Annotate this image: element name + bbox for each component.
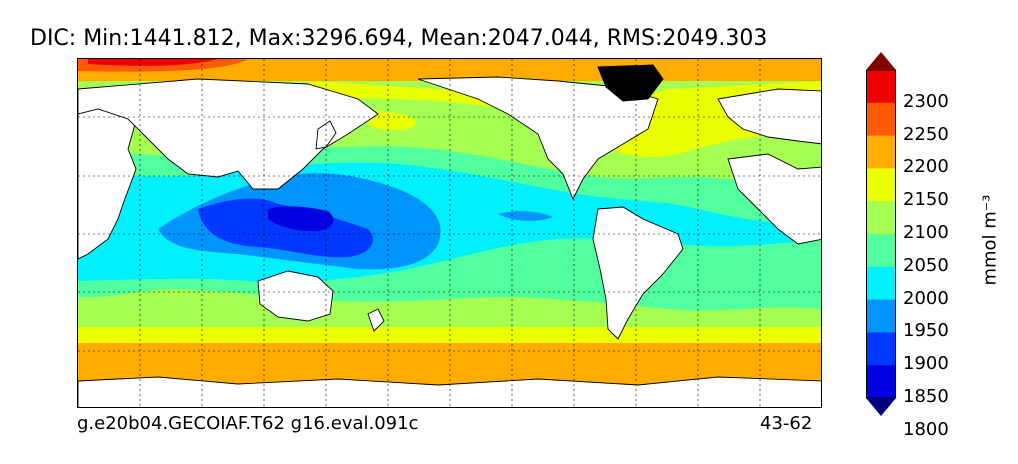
colorbar-segment: [866, 332, 896, 366]
colorbar-segment: [866, 102, 896, 137]
colorbar-tick-label: 1800: [903, 418, 949, 440]
australia: [257, 270, 334, 322]
colorbar: [866, 52, 896, 416]
eurasia: [78, 78, 379, 190]
colorbar-segment: [866, 168, 896, 202]
south-america: [592, 206, 684, 340]
europe: [717, 88, 821, 145]
colorbar-units-label: mmol m⁻³: [979, 194, 1001, 286]
ocean-dic-map: [77, 58, 822, 408]
colorbar-tick-label: 1950: [903, 320, 949, 342]
colorbar-tick-label: 2300: [903, 90, 949, 112]
colorbar-segment: [866, 266, 896, 301]
africa-east: [727, 153, 821, 245]
new-zealand: [367, 308, 385, 332]
colorbar-tick-label: 2000: [903, 287, 949, 309]
greenland: [597, 64, 664, 102]
colorbar-tick-label: 1850: [903, 386, 949, 407]
map-canvas: [78, 59, 821, 407]
colorbar-segment: [866, 299, 896, 333]
map-title: DIC: Min:1441.812, Max:3296.694, Mean:20…: [30, 26, 768, 51]
colorbar-extend-top: [866, 52, 896, 70]
contour-band-1900: [198, 198, 373, 258]
contour-band-1950-eq-pacific: [498, 211, 553, 221]
contour-band-2300-north: [88, 59, 218, 66]
colorbar-segment: [866, 201, 896, 235]
colorbar-tick-label: 1900: [903, 353, 949, 375]
colorbar-tick-label: 2200: [903, 156, 949, 178]
colorbar-tick-label: 2100: [903, 222, 949, 243]
lat-lon-gridlines: [78, 59, 821, 407]
contour-band-1850: [268, 206, 334, 232]
colorbar-segment: [866, 70, 896, 104]
run-identifier: g.e20b04.GECOIAF.T62 g16.eval.091c: [77, 413, 419, 434]
colorbar-segment: [866, 234, 896, 268]
north-america: [417, 76, 659, 201]
colorbar-segment: [866, 135, 896, 169]
colorbar-segments: [866, 69, 896, 399]
contour-band-2150-kuroshio: [365, 111, 416, 131]
colorbar-tick-label: 2050: [903, 254, 949, 276]
colorbar-segment: [866, 365, 896, 399]
colorbar-tick-label: 2150: [903, 189, 949, 211]
colorbar-tick-label: 2250: [903, 123, 949, 145]
year-range: 43-62: [760, 413, 813, 434]
colorbar-extend-bottom: [866, 398, 896, 416]
